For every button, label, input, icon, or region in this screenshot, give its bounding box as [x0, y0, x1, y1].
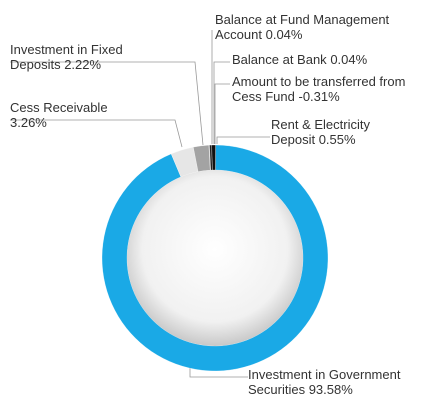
category-name: Investment in Government Securities — [248, 367, 401, 397]
leader-lines — [10, 30, 270, 378]
slice-label: Rent & Electricity Deposit 0.55% — [271, 117, 406, 147]
slice-label: Investment in Government Securities 93.5… — [248, 367, 437, 397]
leader-line — [216, 136, 270, 144]
category-name: Cess Receivable — [10, 100, 108, 115]
value-label: 0.04% — [265, 27, 303, 42]
category-name: Balance at Fund Management Account — [215, 12, 390, 42]
donut-segment — [211, 144, 216, 171]
leader-line — [213, 61, 230, 144]
category-name: Investment in Fixed Deposits — [10, 42, 123, 72]
slice-label: Balance at Fund Management Account 0.04% — [215, 12, 415, 42]
category-name: Balance at Bank — [232, 52, 327, 67]
leader-line — [214, 83, 230, 144]
slice-label: Balance at Bank 0.04% — [232, 52, 432, 67]
value-label: 0.55% — [318, 132, 356, 147]
value-label: -0.31% — [298, 89, 340, 104]
donut-hole — [127, 170, 303, 346]
leader-line — [10, 61, 204, 146]
category-name: Rent & Electricity Deposit — [271, 117, 370, 147]
leader-line — [10, 119, 183, 148]
value-label: 93.58% — [308, 382, 353, 397]
value-label: 3.26% — [10, 115, 47, 130]
slice-label: Cess Receivable 3.26% — [10, 100, 120, 130]
value-label: 0.04% — [330, 52, 368, 67]
value-label: 2.22% — [64, 57, 102, 72]
slice-label: Amount to be transferred from Cess Fund … — [232, 74, 412, 104]
slice-label: Investment in Fixed Deposits 2.22% — [10, 42, 160, 72]
category-name: Amount to be transferred from Cess Fund — [232, 74, 406, 104]
